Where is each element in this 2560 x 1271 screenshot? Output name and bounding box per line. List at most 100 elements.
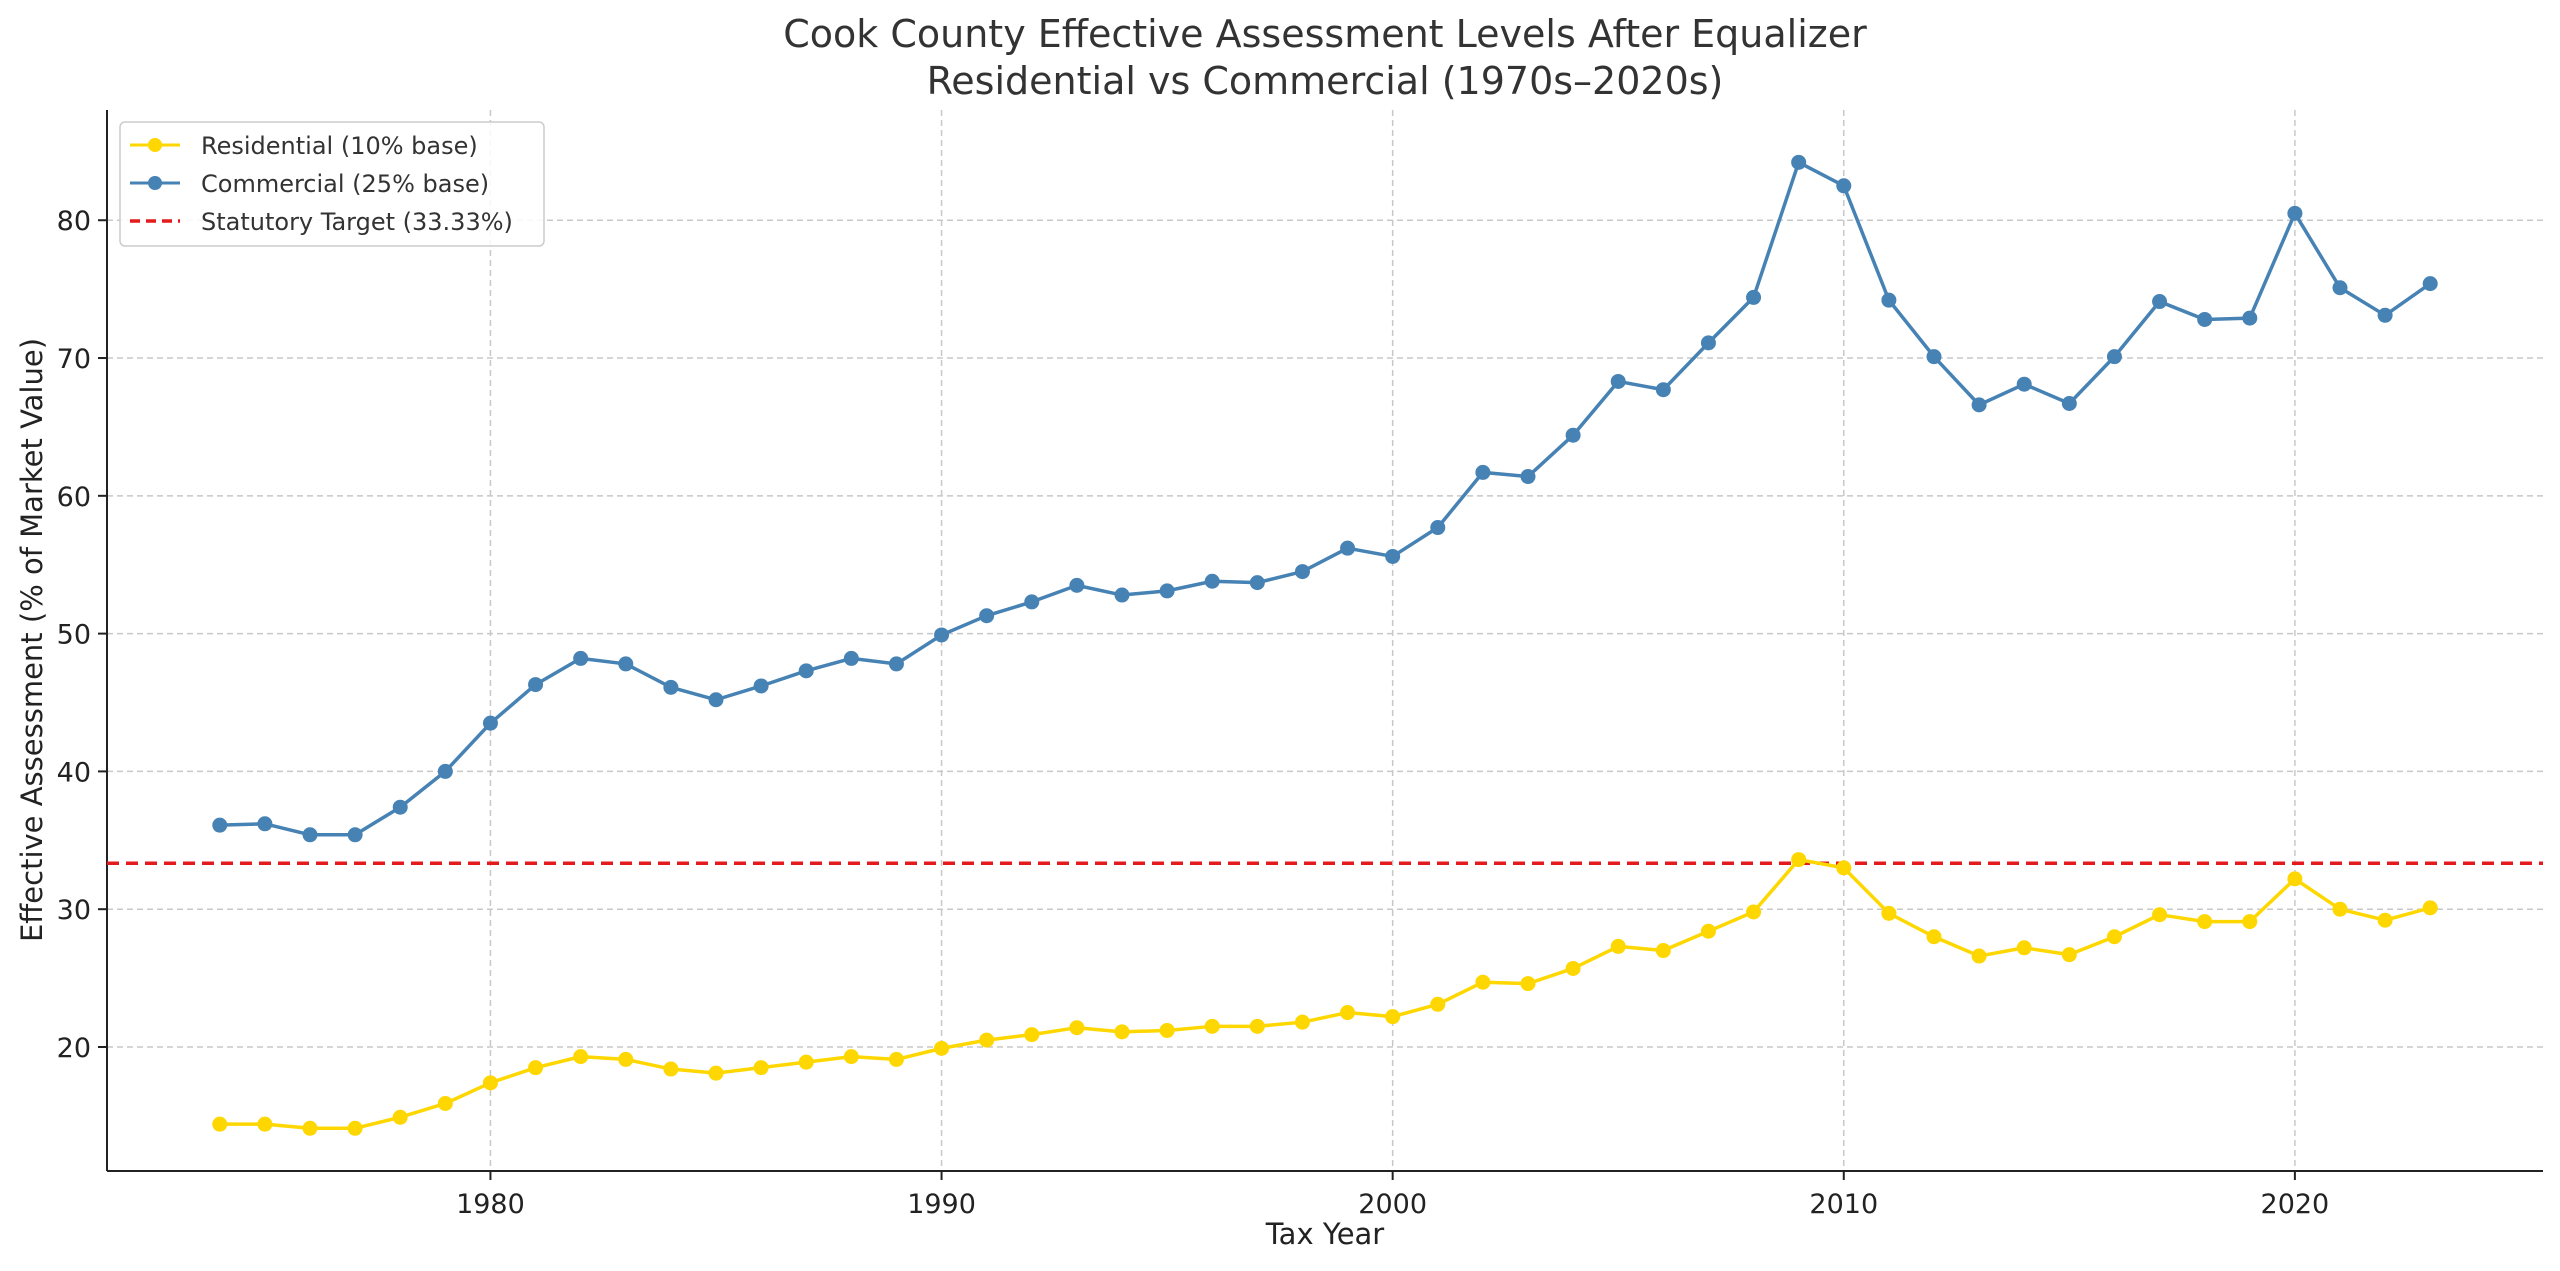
data-point-commercial-2006 (1655, 382, 1671, 398)
data-point-residential-1984 (663, 1061, 679, 1077)
data-point-residential-1999 (1340, 1005, 1356, 1021)
data-point-commercial-2019 (2242, 310, 2258, 326)
data-point-residential-2021 (2332, 901, 2348, 917)
legend-marker-residential (148, 138, 162, 152)
data-point-commercial-2021 (2332, 280, 2348, 296)
data-point-commercial-1975 (257, 816, 273, 832)
data-point-residential-1980 (482, 1075, 498, 1091)
data-point-commercial-2013 (1971, 397, 1987, 413)
data-point-commercial-2016 (2106, 349, 2122, 365)
data-point-commercial-2004 (1565, 427, 1581, 443)
data-point-commercial-1986 (753, 678, 769, 694)
data-point-residential-1975 (257, 1116, 273, 1132)
data-point-residential-1979 (437, 1095, 453, 1111)
data-point-commercial-1992 (1024, 594, 1040, 610)
data-point-residential-2020 (2287, 871, 2303, 887)
data-point-commercial-1980 (482, 715, 498, 731)
legend-box (119, 121, 545, 247)
data-point-commercial-1994 (1114, 587, 1130, 603)
x-tick-label-1980: 1980 (456, 1189, 525, 1220)
data-point-residential-1985 (708, 1065, 724, 1081)
legend-item-residential: Residential (10% base) (130, 132, 478, 160)
data-point-commercial-2022 (2377, 307, 2393, 323)
series-line-residential (219, 857, 2431, 1131)
chart-title-line-2: Residential vs Commercial (1970s–2020s) (927, 59, 1724, 103)
data-point-commercial-1985 (708, 692, 724, 708)
data-point-residential-1987 (798, 1054, 814, 1070)
y-tick-label-60: 60 (57, 482, 91, 513)
data-point-commercial-2011 (1881, 292, 1897, 308)
data-point-commercial-2002 (1475, 464, 1491, 480)
data-point-residential-1989 (888, 1051, 904, 1067)
data-point-residential-1997 (1249, 1018, 1265, 1034)
data-point-residential-1988 (843, 1049, 859, 1065)
data-point-residential-2015 (2061, 947, 2077, 963)
y-tick-label-50: 50 (57, 620, 91, 651)
data-point-commercial-1976 (302, 827, 318, 843)
data-point-commercial-1996 (1204, 573, 1220, 589)
data-point-residential-2004 (1565, 960, 1581, 976)
data-point-residential-2018 (2197, 914, 2213, 930)
data-point-residential-2010 (1836, 860, 1852, 876)
data-point-residential-1981 (528, 1060, 544, 1076)
data-point-commercial-1977 (347, 827, 363, 843)
data-point-commercial-1983 (618, 656, 634, 672)
legend-item-statutory-target: Statutory Target (33.33%) (130, 208, 513, 236)
data-point-commercial-2003 (1520, 469, 1536, 485)
data-point-residential-1977 (347, 1120, 363, 1136)
data-point-residential-2008 (1746, 904, 1762, 920)
data-point-commercial-1998 (1294, 564, 1310, 580)
data-point-commercial-2005 (1610, 373, 1626, 389)
legend-marker-commercial (148, 176, 162, 190)
legend: Residential (10% base) Commercial (25% b… (119, 121, 545, 247)
series-line-commercial (219, 160, 2432, 837)
data-point-residential-2001 (1430, 996, 1446, 1012)
data-point-commercial-1997 (1249, 575, 1265, 591)
data-point-residential-1974 (212, 1116, 228, 1132)
data-point-residential-2013 (1971, 948, 1987, 964)
data-point-commercial-2014 (2016, 376, 2032, 392)
data-point-residential-2022 (2377, 912, 2393, 928)
data-point-commercial-1995 (1159, 583, 1175, 599)
data-point-residential-1991 (979, 1032, 995, 1048)
data-point-commercial-1993 (1069, 577, 1085, 593)
series-layer (212, 154, 2438, 1136)
data-point-residential-1992 (1024, 1027, 1040, 1043)
data-point-commercial-1999 (1340, 540, 1356, 556)
data-point-commercial-2001 (1430, 520, 1446, 536)
data-point-residential-1983 (618, 1051, 634, 1067)
data-point-residential-2005 (1610, 938, 1626, 954)
data-point-residential-1976 (302, 1120, 318, 1136)
data-point-commercial-2018 (2197, 311, 2213, 327)
data-point-residential-2003 (1520, 976, 1536, 992)
data-point-commercial-2007 (1700, 335, 1716, 351)
data-point-residential-2016 (2106, 929, 2122, 945)
data-point-residential-2017 (2152, 907, 2168, 923)
data-point-commercial-1984 (663, 679, 679, 695)
y-axis-label: Effective Assessment (% of Market Value) (15, 338, 49, 942)
y-tick-label-30: 30 (57, 895, 91, 926)
data-point-residential-1995 (1159, 1022, 1175, 1038)
chart-title-line-1: Cook County Effective Assessment Levels … (783, 12, 1867, 56)
legend-item-commercial: Commercial (25% base) (130, 170, 489, 198)
data-point-residential-2002 (1475, 974, 1491, 990)
x-axis-label: Tax Year (1265, 1217, 1385, 1251)
x-tick-label-1990: 1990 (907, 1189, 976, 1220)
legend-label-residential: Residential (10% base) (201, 132, 478, 160)
data-point-commercial-2020 (2287, 205, 2303, 221)
y-tick-label-40: 40 (57, 757, 91, 788)
data-point-commercial-2009 (1791, 154, 1807, 170)
x-tick-label-2010: 2010 (1809, 1189, 1878, 1220)
data-point-commercial-1988 (843, 650, 859, 666)
data-point-residential-1996 (1204, 1018, 1220, 1034)
series-residential (212, 852, 2438, 1136)
data-point-commercial-2023 (2422, 276, 2438, 292)
data-point-commercial-1979 (437, 763, 453, 779)
data-point-commercial-1974 (212, 817, 228, 833)
data-point-residential-1986 (753, 1060, 769, 1076)
data-point-commercial-2000 (1385, 548, 1401, 564)
y-tick-label-20: 20 (57, 1033, 91, 1064)
data-point-commercial-2015 (2061, 395, 2077, 411)
